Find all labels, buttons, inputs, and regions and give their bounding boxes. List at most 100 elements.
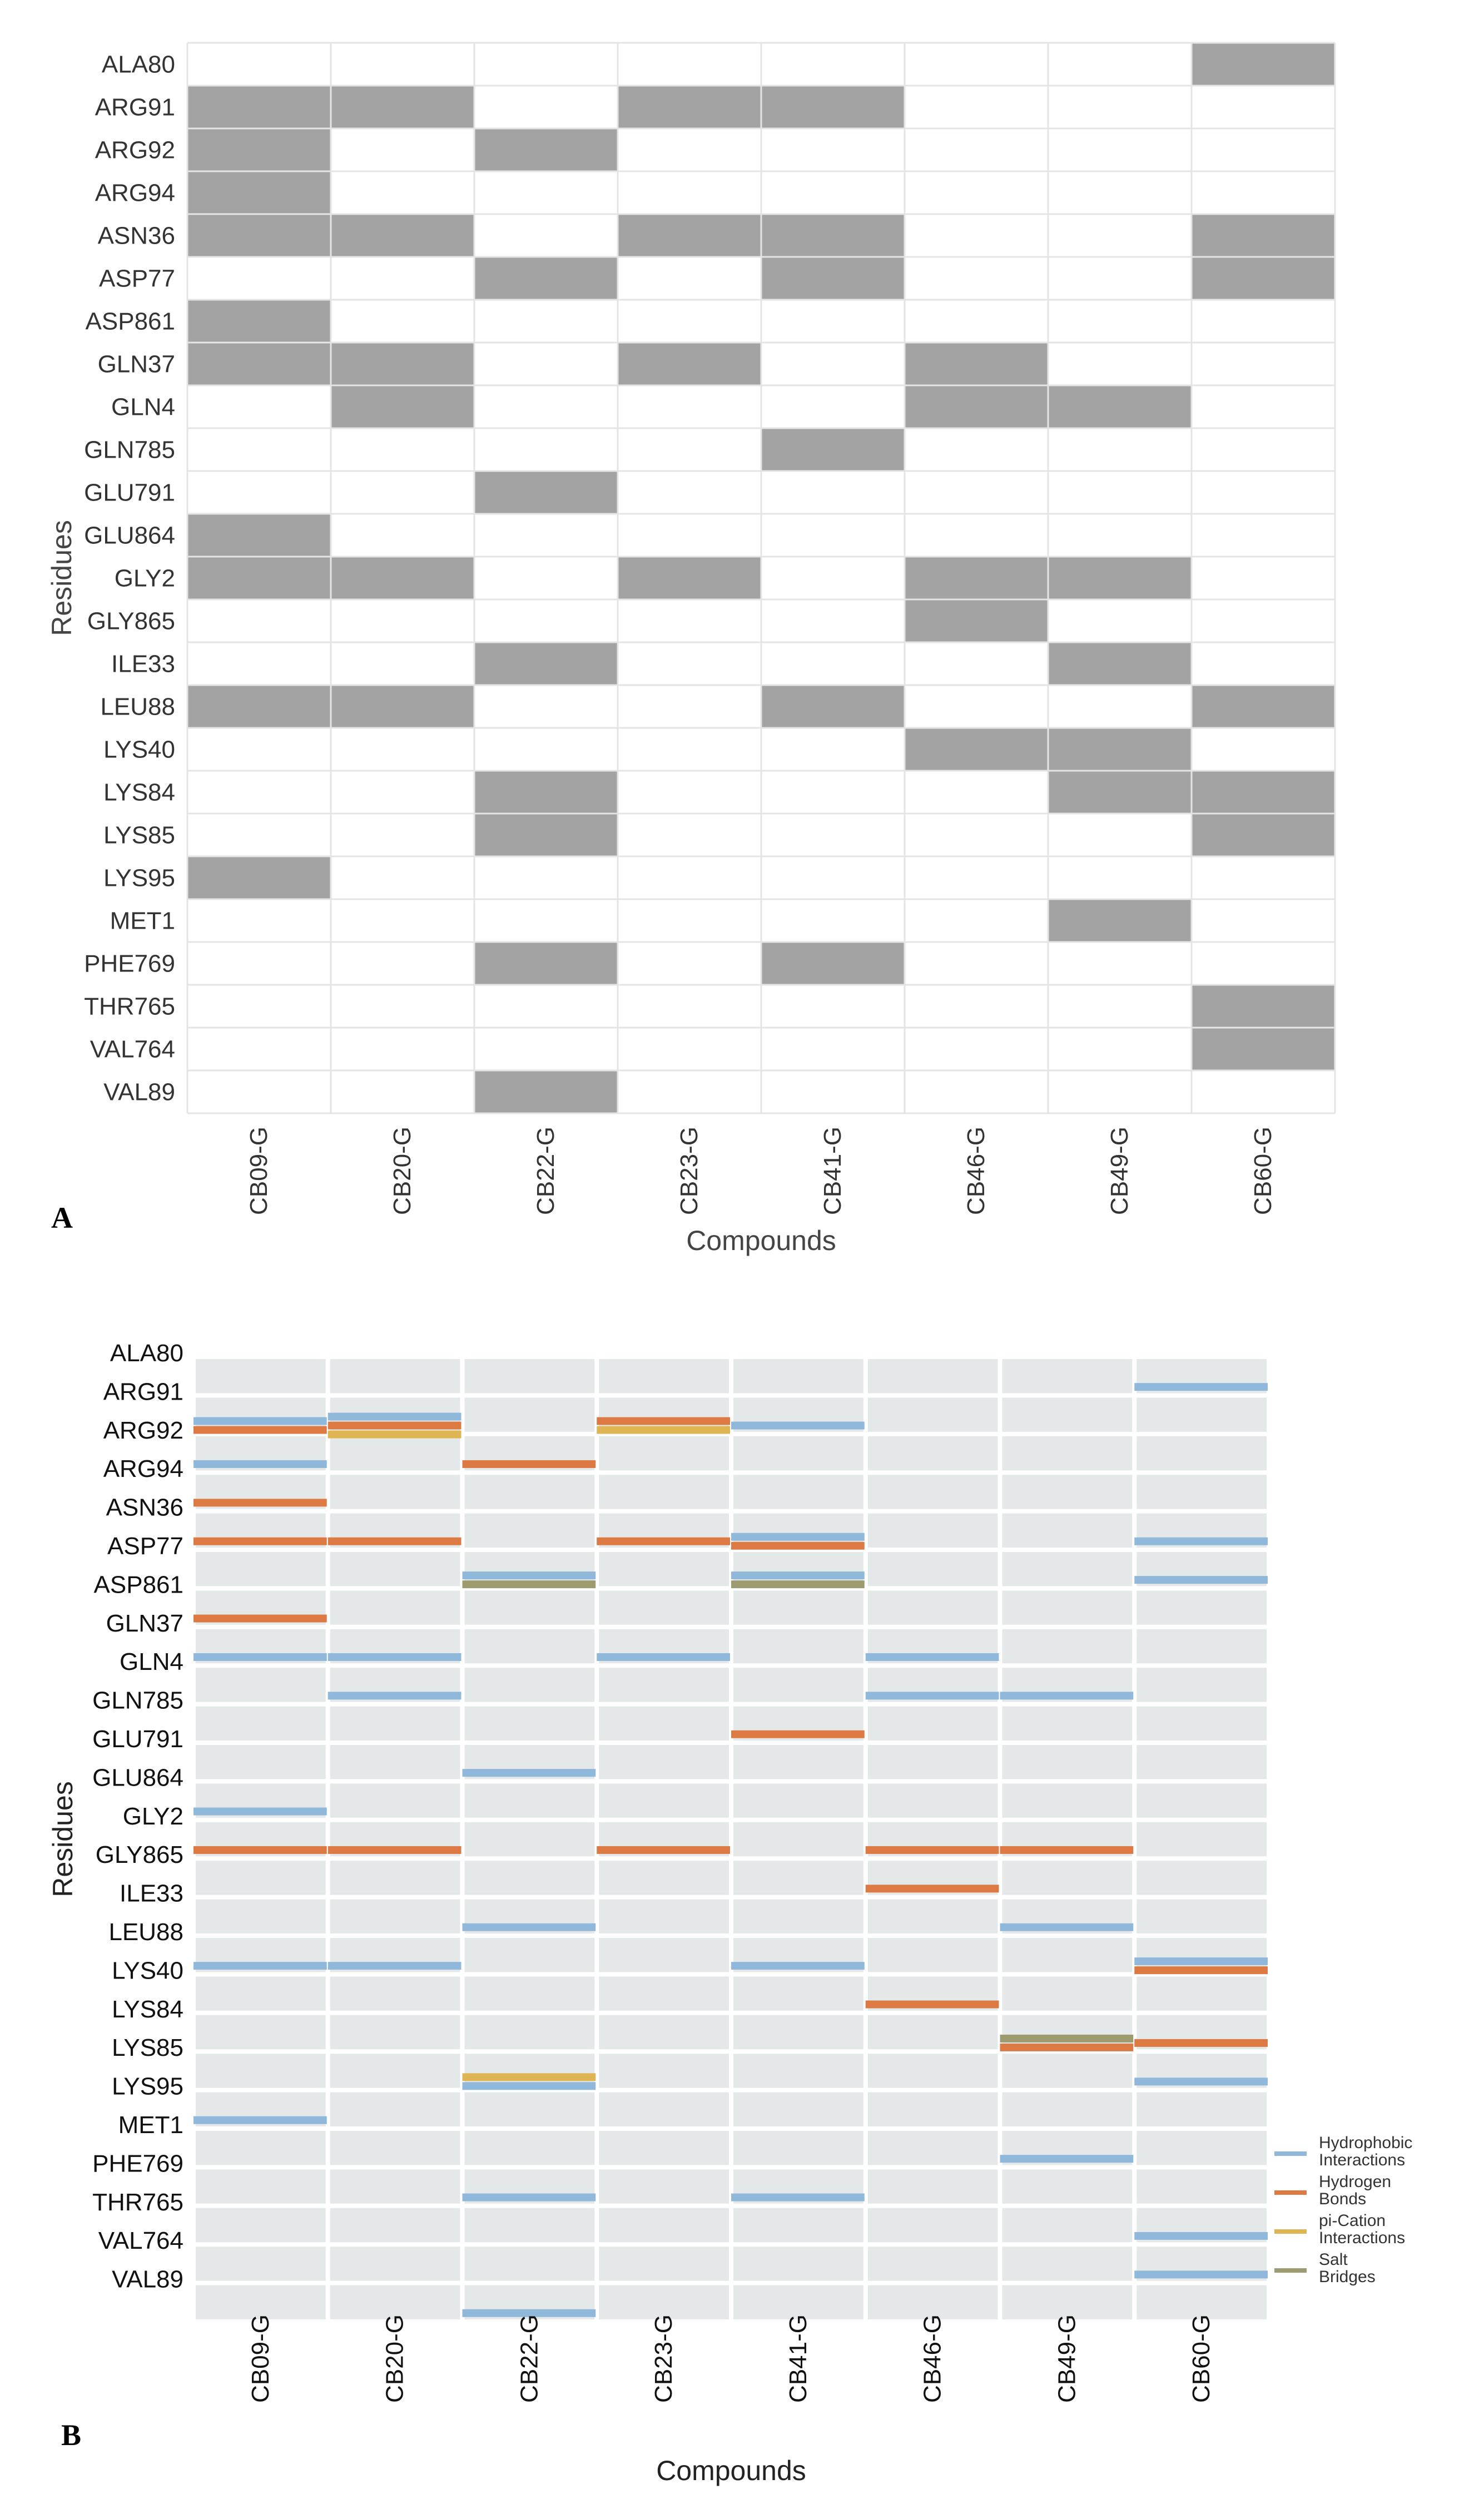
bar-hbond-asn36-cb23-g — [597, 1537, 730, 1545]
panel-a-y-tick-thr765: THR765 — [84, 993, 175, 1020]
panel-b-track — [1136, 2092, 1267, 2126]
legend-label-hydrophobic: Interactions — [1319, 2151, 1405, 2169]
panel-b-y-tick-leu88: LEU88 — [108, 1918, 183, 1946]
panel-b-track — [330, 1475, 460, 1509]
bar-hydrophobic-phe769-cb41-g — [731, 2193, 865, 2202]
panel-b-track — [464, 1976, 595, 2011]
panel-a-y-tick-val764: VAL764 — [90, 1036, 175, 1063]
panel-b-track — [599, 2169, 729, 2204]
panel-b-track — [196, 1976, 326, 2011]
bar-hydrophobic-arg91-cb09-g — [193, 1417, 327, 1425]
panel-b-track — [733, 1359, 863, 1394]
bar-hydrophobic-arg91-cb20-g — [327, 1412, 461, 1421]
panel-b-track — [196, 2169, 326, 2204]
panel-a-y-tick-lys84: LYS84 — [103, 779, 175, 806]
panel-b-legend: HydrophobicInteractionsHydrogenBondspi-C… — [1274, 2134, 1412, 2286]
bar-hydrophobic-leu88-cb41-g — [731, 1962, 865, 1970]
legend-swatch-salt — [1274, 2268, 1307, 2273]
cell-lys84-cb60-g — [1192, 771, 1335, 814]
panel-b-track — [1002, 1745, 1133, 1779]
legend-label-hbond: Bonds — [1319, 2190, 1366, 2208]
panel-b-track — [1136, 2169, 1267, 2204]
bar-hbond-lys84-cb49-g — [1000, 2043, 1134, 2051]
panel-b-track — [1002, 2054, 1133, 2088]
panel-b-track — [867, 1938, 998, 1972]
panel-b-x-tick-cb09-g: CB09-G — [247, 2314, 274, 2403]
panel-a-y-tick-ile33: ILE33 — [111, 651, 175, 678]
cell-lys40-cb46-g — [905, 728, 1048, 771]
cell-asn36-cb20-g — [331, 214, 474, 257]
panel-b-track — [867, 1475, 998, 1509]
cell-gln4-cb20-g — [331, 385, 474, 428]
cell-asp861-cb09-g — [187, 300, 331, 343]
cell-lys95-cb09-g — [187, 856, 331, 899]
legend-label-salt: Bridges — [1319, 2268, 1376, 2286]
panel-b-y-tick-gln4: GLN4 — [120, 1648, 183, 1675]
panel-b-track — [1002, 2208, 1133, 2243]
panel-b-track — [733, 2208, 863, 2243]
panel-b-track — [196, 1706, 326, 1741]
panel-b-track — [330, 1899, 460, 1933]
panel-a-y-tick-lys40: LYS40 — [103, 736, 175, 763]
panel-b-track — [330, 1783, 460, 1818]
cell-lys84-cb49-g — [1048, 771, 1192, 814]
panel-b-y-tick-lys85: LYS85 — [112, 2034, 183, 2061]
cell-met1-cb49-g — [1048, 899, 1192, 942]
panel-b-track — [733, 2247, 863, 2281]
cell-phe769-cb22-g — [474, 942, 618, 985]
panel-b-track — [196, 2015, 326, 2050]
panel-a-x-tick-cb22-g: CB22-G — [532, 1127, 559, 1215]
cell-leu88-cb20-g — [331, 685, 474, 728]
panel-b-track — [196, 1359, 326, 1394]
panel-b-track — [733, 1783, 863, 1818]
bar-hydrophobic-ile33-cb22-g — [462, 1923, 596, 1931]
cell-phe769-cb41-g — [761, 942, 905, 985]
panel-b-x-axis-title: Compounds — [656, 2455, 806, 2486]
bar-hbond-gly2-cb49-g — [1000, 1846, 1134, 1854]
panel-b-track — [196, 2285, 326, 2319]
bar-hydrophobic-arg92-cb09-g — [193, 1460, 327, 1468]
bar-hbond-lys40-cb46-g — [865, 2000, 999, 2009]
panel-b-track — [330, 1590, 460, 1625]
panel-b-track — [733, 1475, 863, 1509]
panel-a-y-tick-gly865: GLY865 — [87, 608, 175, 635]
bar-hbond-asn36-cb20-g — [327, 1537, 461, 1545]
panel-b-track — [867, 1783, 998, 1818]
panel-b-track — [599, 2092, 729, 2126]
panel-b-track — [464, 1783, 595, 1818]
bar-hydrophobic-gln4-cb46-g — [865, 1692, 999, 1700]
panel-b-track — [599, 1359, 729, 1394]
panel-a-y-tick-arg91: ARG91 — [95, 94, 175, 121]
panel-b-track — [599, 2131, 729, 2165]
panel-b-y-tick-arg91: ARG91 — [103, 1378, 183, 1405]
cell-gln37-cb20-g — [331, 343, 474, 385]
panel-a-y-tick-glu864: GLU864 — [84, 522, 175, 549]
panel-b-track — [1136, 1976, 1267, 2011]
panel-b-track — [1136, 1822, 1267, 1857]
panel-b-x-tick-cb22-g: CB22-G — [515, 2314, 543, 2403]
panel-b-track — [1136, 1475, 1267, 1509]
bar-hbond-gly865-cb46-g — [865, 1885, 999, 1893]
bar-hbond-gly2-cb09-g — [193, 1846, 327, 1854]
cell-gly2-cb49-g — [1048, 557, 1192, 599]
cell-gly865-cb46-g — [905, 599, 1048, 642]
panel-b-heatmap: ALA80 ARG91 ARG92 ARG94 ASN36 ASP77 ASP861 GLN3… — [47, 1340, 1268, 2486]
panel-b-x-tick-cb23-g: CB23-G — [650, 2314, 677, 2403]
panel-a-x-tick-cb49-g: CB49-G — [1106, 1127, 1133, 1215]
panel-b-track — [733, 1668, 863, 1702]
legend-label-salt: Salt — [1319, 2250, 1348, 2269]
bar-hydrophobic-gln37-cb46-g — [865, 1653, 999, 1661]
panel-b-y-tick-gln37: GLN37 — [106, 1610, 183, 1637]
panel-b-track — [599, 1436, 729, 1471]
bar-salt-lys84-cb49-g — [1000, 2034, 1134, 2042]
panel-b-track — [1136, 1668, 1267, 1702]
panel-b-track — [599, 1976, 729, 2011]
cell-lys84-cb22-g — [474, 771, 618, 814]
panel-b-x-tick-cb49-g: CB49-G — [1053, 2314, 1080, 2403]
panel-b-track — [599, 1590, 729, 1625]
panel-b-track — [464, 1629, 595, 1664]
panel-b-track — [599, 1899, 729, 1933]
bar-hbond-leu88-cb60-g — [1134, 1966, 1268, 1975]
cell-ile33-cb22-g — [474, 642, 618, 685]
